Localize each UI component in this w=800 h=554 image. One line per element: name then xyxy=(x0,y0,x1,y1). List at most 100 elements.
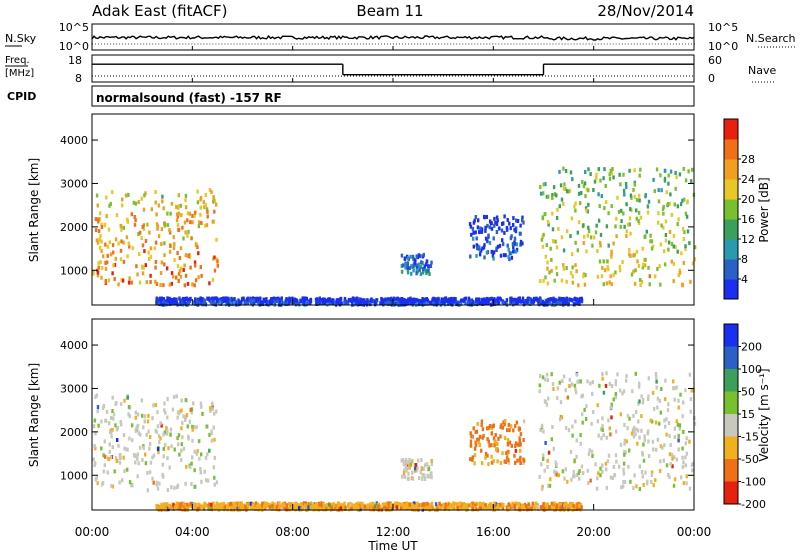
power-cell xyxy=(177,211,181,216)
velocity-cell xyxy=(601,424,604,429)
velocity-cell xyxy=(205,424,208,429)
power-cell xyxy=(667,173,670,178)
velocity-cell xyxy=(166,429,169,434)
power-cell xyxy=(693,245,697,250)
power-cell xyxy=(540,237,544,242)
velocity-cell xyxy=(562,374,566,379)
power-cell xyxy=(162,300,166,305)
power-cell xyxy=(398,299,402,303)
power-cell xyxy=(469,254,472,259)
velocity-cell xyxy=(254,506,257,511)
velocity-cell xyxy=(487,439,490,444)
velocity-cell xyxy=(200,404,203,409)
power-cell xyxy=(571,252,574,257)
power-cell xyxy=(406,270,410,275)
velocity-cell xyxy=(405,468,408,473)
power-cell xyxy=(467,302,470,307)
velocity-cell xyxy=(470,434,473,439)
velocity-cell xyxy=(688,486,692,491)
velocity-cell xyxy=(626,426,629,431)
velocity-cell xyxy=(507,460,511,465)
velocity-cell xyxy=(641,400,645,405)
velocity-cell xyxy=(647,429,650,434)
velocity-cell xyxy=(548,505,551,510)
power-cell xyxy=(100,225,104,229)
power-cell xyxy=(667,247,670,252)
power-cell xyxy=(194,243,198,247)
power-colorbar-swatch xyxy=(724,239,738,260)
power-cell xyxy=(604,183,607,188)
velocity-cell xyxy=(213,482,216,487)
power-cell xyxy=(562,166,565,171)
power-cell xyxy=(415,266,419,271)
power-cell xyxy=(576,297,579,302)
velocity-cell xyxy=(565,505,568,510)
velocity-cell xyxy=(578,379,581,384)
power-cell xyxy=(648,274,651,279)
velocity-cell xyxy=(93,443,96,448)
power-cell xyxy=(175,275,178,280)
power-cell xyxy=(560,235,564,240)
velocity-cell xyxy=(592,410,595,415)
velocity-cell xyxy=(608,381,611,386)
velocity-cell xyxy=(652,483,655,488)
velocity-cell xyxy=(215,505,219,510)
power-cell xyxy=(417,253,421,258)
power-cell xyxy=(502,253,506,258)
velocity-cell xyxy=(481,461,484,466)
power-cell xyxy=(96,270,100,275)
velocity-cell xyxy=(510,443,513,448)
power-cell xyxy=(149,246,153,251)
velocity-cell xyxy=(489,424,492,429)
power-cell xyxy=(641,265,645,270)
velocity-cell xyxy=(181,435,184,440)
velocity-cell xyxy=(283,503,286,508)
velocity-colorbar-tick-label: -100 xyxy=(741,476,766,489)
velocity-cell xyxy=(506,438,510,442)
velocity-cell xyxy=(155,429,158,434)
power-cell xyxy=(132,200,136,205)
velocity-cell xyxy=(540,462,543,467)
power-cell xyxy=(153,246,156,251)
velocity-cell xyxy=(567,507,570,512)
power-cell xyxy=(495,215,499,220)
velocity-cell xyxy=(271,501,274,506)
velocity-cell xyxy=(414,463,417,467)
power-cell xyxy=(166,302,169,307)
velocity-cell xyxy=(157,506,160,511)
power-cell xyxy=(426,268,429,273)
velocity-cell xyxy=(406,476,410,481)
power-cell xyxy=(548,300,551,305)
velocity-cell xyxy=(181,506,184,510)
velocity-cell xyxy=(494,502,497,507)
velocity-cell xyxy=(343,501,346,506)
power-cell xyxy=(536,297,539,302)
velocity-cell xyxy=(352,503,356,508)
power-cell xyxy=(322,297,325,302)
power-cell xyxy=(464,296,468,301)
velocity-cell xyxy=(139,432,142,437)
velocity-cell xyxy=(166,456,169,461)
velocity-cell xyxy=(407,460,410,465)
power-cell xyxy=(628,222,631,227)
power-cell xyxy=(352,298,355,303)
power-cell xyxy=(676,222,679,227)
power-cell xyxy=(216,263,219,268)
power-cell xyxy=(212,219,215,224)
power-cell xyxy=(295,299,299,304)
velocity-cell xyxy=(115,427,119,432)
power-cell xyxy=(485,250,489,255)
velocity-cell xyxy=(490,431,493,436)
power-cell xyxy=(99,260,102,264)
power-cell xyxy=(203,298,206,303)
power-cell xyxy=(672,279,675,284)
velocity-cell xyxy=(487,462,490,467)
power-cell xyxy=(688,241,691,246)
power-cell xyxy=(487,297,490,302)
power-cell xyxy=(513,241,517,246)
velocity-cell xyxy=(671,456,674,461)
power-cell xyxy=(584,206,588,211)
velocity-cell xyxy=(199,401,203,406)
power-cell xyxy=(339,299,342,304)
